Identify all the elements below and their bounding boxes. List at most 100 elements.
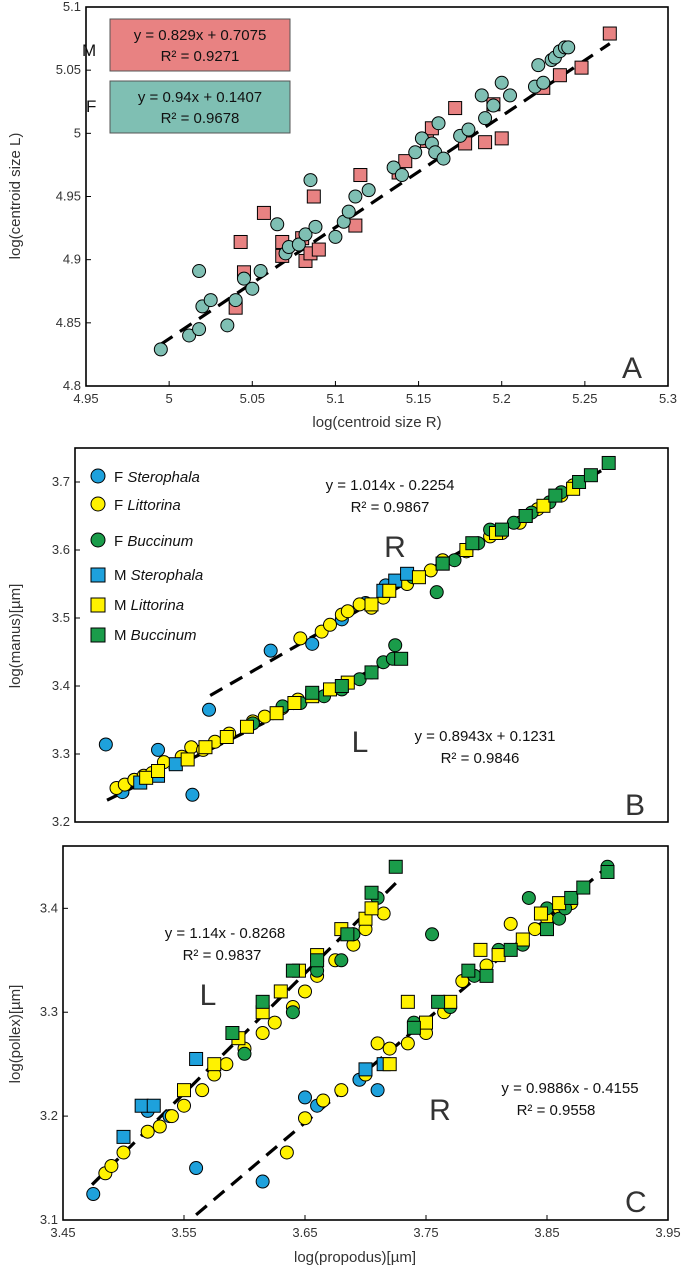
point-f-littorina [177, 1098, 191, 1113]
legend-f-buccinum-label: F Buccinum [114, 533, 193, 550]
x-tick-label: 3.45 [50, 1225, 75, 1240]
point-f-littorina [184, 740, 199, 755]
point-f [192, 264, 207, 279]
panel-c-letter: C [625, 1186, 647, 1219]
point-m-buccinum [601, 455, 616, 470]
point-m-littorina [207, 1057, 222, 1072]
y-tick-label: 4.9 [63, 252, 81, 267]
point-m-buccinum [583, 468, 598, 483]
point-m-sterophala [189, 1051, 204, 1066]
y-tick-label: 3.1 [40, 1212, 58, 1227]
panel-b-ticks: 3.2 3.3 3.4 3.5 3.6 3.7 [52, 474, 80, 829]
panel-c-ticks: 3.45 3.55 3.65 3.75 3.85 3.95 3.1 3.2 3.3 3.4 [40, 900, 681, 1240]
x-tick-label: 3.55 [171, 1225, 196, 1240]
point-m-littorina [219, 730, 234, 744]
point-f [270, 217, 285, 232]
point-f-sterophala [298, 1090, 312, 1105]
panel-c-l-label: L [200, 979, 217, 1012]
point-f [436, 151, 451, 166]
panel-a-ticks: 4.95 5 5.05 5.1 5.15 5.2 5.25 5.34.84.854.94.95… [56, 0, 677, 406]
point-f-sterophala [98, 737, 113, 752]
y-tick-label: 3.3 [52, 746, 70, 761]
point-f [245, 281, 260, 296]
point-f [503, 88, 518, 103]
point-f-sterophala [86, 1187, 101, 1202]
panel-c-r-equation: y = 0.9886x - 0.4155 [501, 1080, 638, 1097]
point-m-buccinum [364, 665, 379, 680]
point-f-buccinum [388, 638, 403, 653]
point-m-buccinum [465, 536, 480, 551]
point-f [203, 293, 218, 308]
y-tick-label: 3.5 [52, 610, 70, 625]
x-tick-label: 4.95 [73, 391, 98, 406]
legend-f-littorina-marker [90, 496, 106, 512]
point-f [531, 58, 546, 73]
point-f [341, 204, 356, 219]
point-f-sterophala [151, 742, 166, 757]
point-m-sterophala [400, 566, 415, 581]
panel-c-points [86, 859, 615, 1202]
y-tick-label: 3.6 [52, 542, 70, 557]
point-m [306, 189, 321, 204]
point-f-littorina [140, 1124, 155, 1139]
panel-b-l-r2: R² = 0.9846 [441, 750, 520, 767]
point-f-littorina [503, 916, 518, 931]
point-f [220, 318, 235, 333]
point-m-littorina [491, 948, 506, 963]
point-m-littorina [151, 764, 166, 778]
point-m-littorina [139, 770, 154, 785]
point-f [536, 75, 551, 90]
x-tick-label: 3.65 [292, 1225, 317, 1240]
point-m-buccinum [394, 651, 409, 666]
y-tick-label: 4.85 [56, 315, 81, 330]
point-f-buccinum [237, 1046, 252, 1061]
x-tick-label: 5 [166, 391, 173, 406]
y-tick-label: 3.4 [52, 678, 70, 693]
point-m-buccinum [334, 679, 349, 693]
y-tick-label: 3.2 [52, 814, 70, 829]
legend-m-r2: R² = 0.9271 [161, 48, 240, 65]
point-m [552, 68, 567, 83]
point-m-buccinum [576, 880, 591, 895]
point-f-littorina [255, 1026, 270, 1040]
x-tick-label: 5.2 [493, 391, 511, 406]
point-f-littorina [195, 1083, 210, 1098]
y-tick-label: 4.95 [56, 189, 81, 204]
point-m-littorina [322, 682, 337, 697]
point-m-littorina [382, 1057, 397, 1072]
panel-b-letter: B [625, 789, 645, 822]
x-tick-label: 3.85 [534, 1225, 559, 1240]
point-m-buccinum [461, 963, 476, 978]
point-m [256, 205, 271, 220]
legend-m-littorina-label: M Littorina [114, 597, 184, 614]
point-m-buccinum [310, 953, 325, 968]
point-f [394, 168, 409, 183]
legend-f-equation: y = 0.94x + 0.1407 [138, 89, 262, 106]
y-tick-label: 3.2 [40, 1108, 58, 1123]
panel-c-x-label: log(propodus)[µm] [294, 1249, 416, 1266]
point-m [353, 168, 368, 183]
panel-b-r-r2: R² = 0.9867 [351, 499, 430, 516]
point-m-buccinum [255, 994, 270, 1009]
point-m-buccinum [431, 994, 446, 1009]
legend-f-buccinum-marker [90, 532, 106, 548]
point-f-littorina [298, 1111, 312, 1126]
point-f-littorina [376, 906, 391, 921]
panel-c: 3.45 3.55 3.65 3.75 3.85 3.95 3.1 3.2 3.3 3.4 log… [7, 845, 681, 1266]
fit-line [159, 42, 611, 346]
panel-c-l-equation: y = 1.14x - 0.8268 [165, 925, 286, 942]
point-m-buccinum [364, 885, 379, 900]
point-m-littorina [364, 901, 379, 916]
legend-f-littorina-label: F Littorina [114, 497, 181, 514]
x-tick-label: 5.25 [572, 391, 597, 406]
point-f [153, 342, 168, 357]
point-f-littorina [340, 604, 355, 619]
point-f [461, 122, 476, 137]
point-m-sterophala [134, 1098, 149, 1113]
point-f-buccinum [506, 515, 521, 530]
panel-a-letter: A [622, 352, 642, 385]
point-f [228, 293, 243, 308]
point-f-littorina [267, 1015, 282, 1030]
point-f-sterophala [305, 636, 320, 651]
panel-b-r-equation: y = 1.014x - 0.2254 [326, 477, 455, 494]
